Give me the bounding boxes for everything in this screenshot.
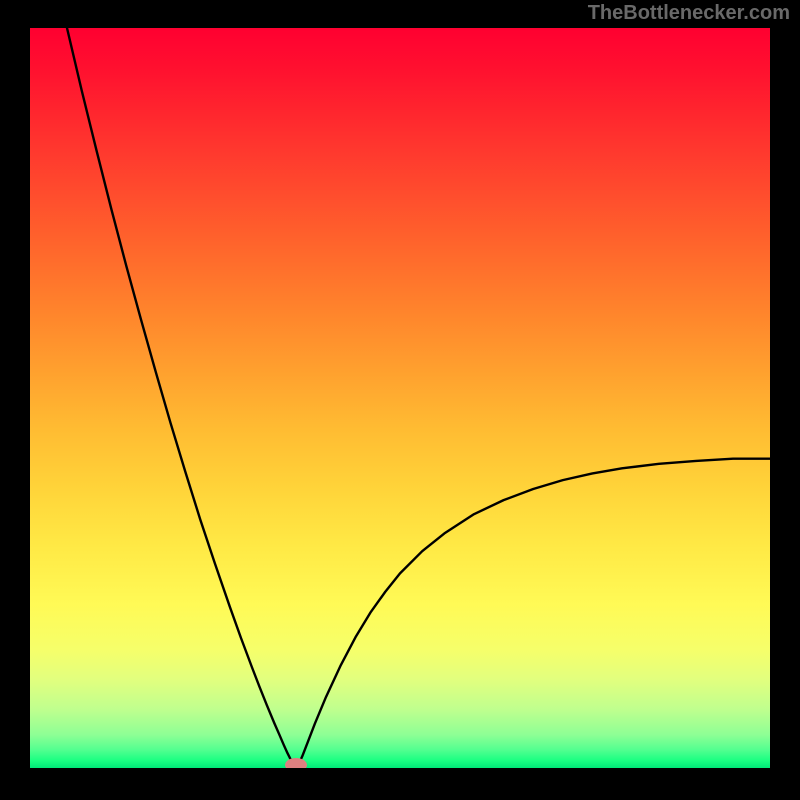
curve-left-branch	[67, 28, 296, 768]
chart-frame: TheBottlenecker.com	[0, 0, 800, 800]
plot-area	[30, 28, 770, 768]
curve-right-branch	[296, 459, 770, 768]
optimum-marker	[285, 758, 307, 768]
bottleneck-curve	[30, 28, 770, 768]
attribution-text: TheBottlenecker.com	[588, 2, 790, 25]
